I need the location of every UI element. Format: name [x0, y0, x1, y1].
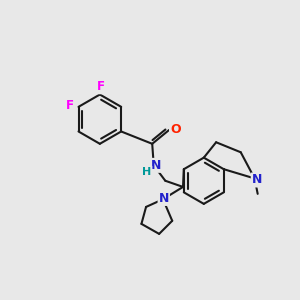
Text: O: O [170, 123, 181, 136]
Text: N: N [151, 159, 161, 172]
Text: F: F [97, 80, 105, 93]
Text: N: N [252, 173, 262, 187]
Text: F: F [66, 99, 74, 112]
Text: N: N [159, 192, 169, 205]
Text: H: H [142, 167, 152, 176]
